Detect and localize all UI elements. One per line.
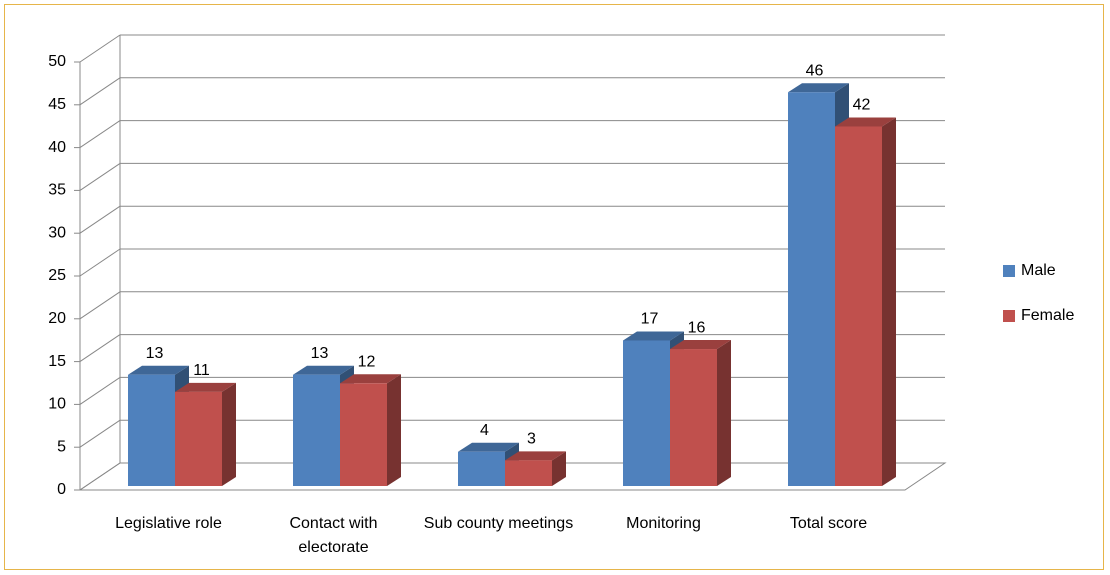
bar — [835, 117, 896, 486]
bar — [340, 374, 401, 486]
value-label: 42 — [853, 97, 871, 114]
bar-side — [717, 340, 731, 486]
bar-top — [458, 442, 519, 452]
legend-label: Female — [1021, 307, 1074, 324]
bar — [175, 382, 236, 486]
x-tick-label: Sub county meetings — [423, 515, 574, 532]
y-tick-label: 45 — [48, 96, 66, 113]
value-label: 13 — [311, 345, 329, 362]
x-tick-label: Contact with electorate — [289, 515, 378, 556]
legend-swatch — [1003, 265, 1015, 277]
y-tick-label: 20 — [48, 310, 66, 327]
value-label: 46 — [806, 62, 824, 79]
bar-top — [670, 340, 731, 350]
y-tick-label: 0 — [57, 481, 66, 498]
bar-top — [788, 83, 849, 93]
legend-swatch — [1003, 310, 1015, 322]
value-label: 16 — [688, 319, 706, 336]
side-grid-line — [79, 334, 121, 363]
value-label: 12 — [358, 353, 376, 370]
y-tick-label: 50 — [48, 53, 66, 70]
side-grid-line — [79, 419, 121, 448]
value-label: 11 — [193, 362, 210, 379]
side-grid-line — [79, 376, 121, 405]
bar-top — [623, 331, 684, 341]
value-label: 4 — [480, 422, 489, 439]
side-grid-line — [79, 205, 121, 234]
y-tick-label: 5 — [57, 438, 66, 455]
value-label: 13 — [146, 345, 164, 362]
bar-front — [505, 460, 552, 486]
bar-top — [293, 365, 354, 375]
bar-front — [128, 374, 175, 486]
bar-front — [340, 383, 387, 486]
side-grid-line — [79, 162, 121, 191]
bar — [505, 451, 566, 486]
x-tick-label: Monitoring — [626, 515, 701, 532]
bar-top — [175, 382, 236, 392]
bar-top — [128, 365, 189, 375]
y-tick-label: 15 — [48, 353, 66, 370]
bar-top — [340, 374, 401, 384]
bar-side — [222, 382, 236, 486]
side-grid-line — [79, 77, 121, 106]
y-tick-label: 35 — [48, 182, 66, 199]
legend-label: Male — [1021, 262, 1056, 279]
y-tick-label: 40 — [48, 139, 66, 156]
x-tick-label: Total score — [789, 515, 868, 532]
bar-front — [835, 126, 882, 486]
side-grid-line — [79, 120, 121, 149]
y-tick-label: 10 — [48, 396, 66, 413]
bar-side — [387, 374, 401, 486]
bar — [670, 340, 731, 486]
bar-side — [882, 117, 896, 486]
bar-front — [623, 340, 670, 486]
side-grid-line — [79, 34, 121, 63]
y-tick-label: 25 — [48, 267, 66, 284]
bar-front — [293, 374, 340, 486]
bar-side — [552, 451, 566, 486]
x-tick-label: Legislative role — [115, 515, 222, 532]
bar-front — [458, 451, 505, 486]
bar-front — [670, 349, 717, 486]
y-tick-label: 30 — [48, 224, 66, 241]
value-label: 3 — [527, 431, 536, 448]
value-label: 17 — [641, 311, 659, 328]
bar-top — [505, 451, 566, 461]
bar-front — [175, 391, 222, 486]
bar-top — [835, 117, 896, 127]
side-grid-line — [79, 462, 121, 491]
side-grid-line — [79, 291, 121, 320]
bar-front — [788, 92, 835, 487]
frame — [4, 4, 1104, 570]
side-grid-line — [79, 248, 121, 277]
